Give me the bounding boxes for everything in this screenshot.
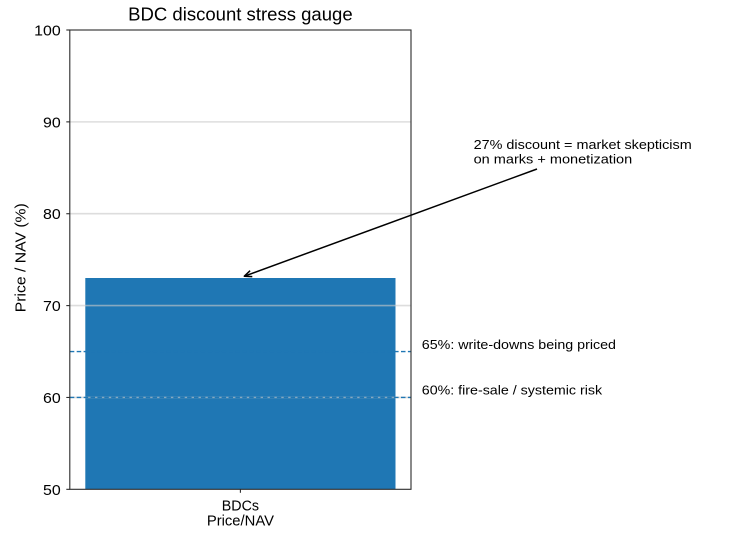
svg-text:65%: write-downs being priced: 65%: write-downs being priced (422, 337, 616, 352)
svg-text:80: 80 (43, 207, 61, 223)
svg-text:50: 50 (43, 483, 61, 499)
svg-text:70: 70 (43, 299, 61, 315)
svg-text:Price/NAV: Price/NAV (207, 514, 274, 530)
svg-text:Price / NAV (%): Price / NAV (%) (14, 203, 30, 312)
svg-text:BDC discount stress gauge: BDC discount stress gauge (128, 5, 353, 25)
svg-text:BDCs: BDCs (222, 499, 259, 515)
svg-text:100: 100 (34, 24, 61, 40)
svg-text:90: 90 (43, 115, 61, 131)
svg-text:on marks + monetization: on marks + monetization (474, 152, 633, 167)
svg-text:60%: fire-sale / systemic risk: 60%: fire-sale / systemic risk (422, 383, 603, 398)
svg-text:27% discount = market skeptici: 27% discount = market skepticism (474, 137, 692, 152)
svg-text:60: 60 (43, 391, 61, 407)
